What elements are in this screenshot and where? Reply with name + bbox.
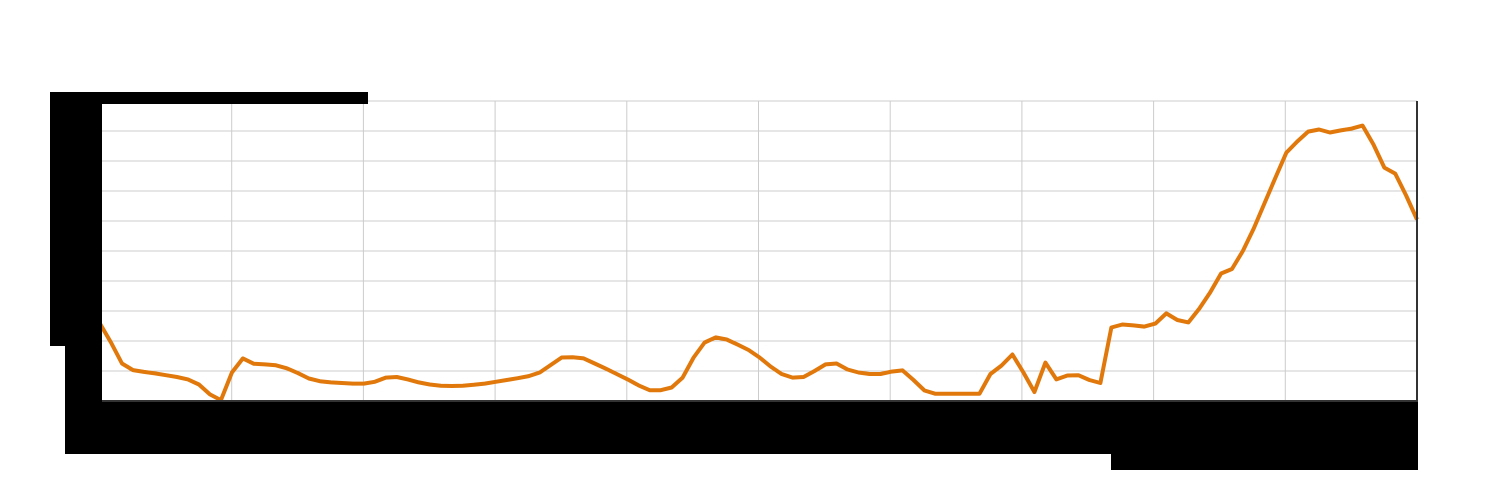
line-series [100, 101, 1417, 401]
plot-area [100, 101, 1417, 401]
x-axis-spine [100, 400, 1418, 402]
x-axis-labels-mask-center [739, 402, 1111, 454]
series-line [100, 126, 1417, 401]
y-axis-labels-mask [50, 92, 102, 346]
y-axis-labels-mask-lower [65, 346, 102, 402]
x-axis-labels-mask-right [1111, 402, 1418, 470]
y-axis-right-spine [1416, 101, 1418, 401]
chart-title-mask [50, 92, 368, 104]
x-axis-labels-mask-left [65, 402, 739, 454]
